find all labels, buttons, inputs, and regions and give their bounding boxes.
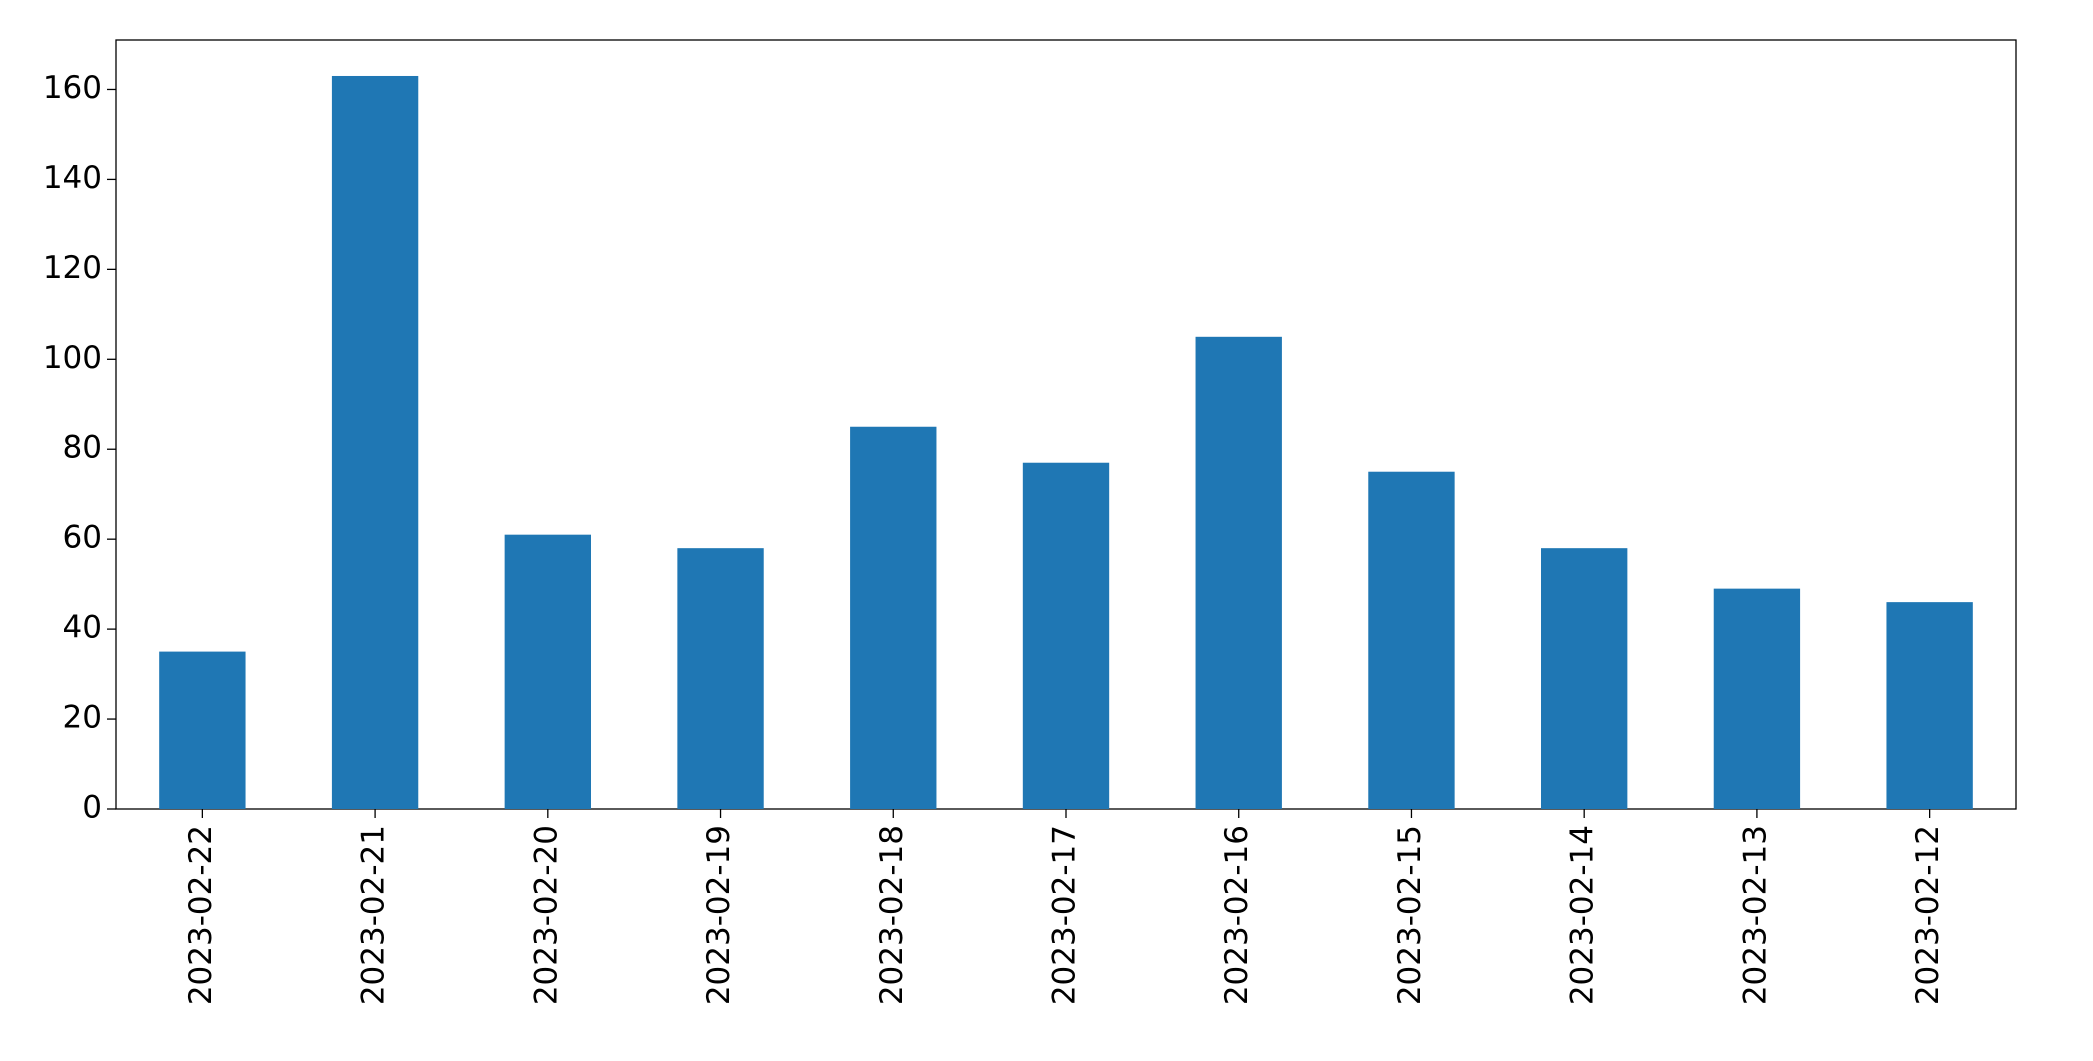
- bar: [1195, 336, 1282, 809]
- x-tick-label: 2023-02-19: [701, 825, 737, 1005]
- y-tick-label: 0: [82, 790, 102, 826]
- x-tick-label: 2023-02-14: [1565, 825, 1601, 1005]
- x-tick-label: 2023-02-12: [1910, 825, 1946, 1005]
- bar: [1541, 548, 1628, 809]
- x-tick-label: 2023-02-22: [183, 825, 219, 1005]
- bar: [504, 534, 591, 809]
- bar: [1713, 588, 1801, 809]
- bar: [159, 651, 246, 809]
- x-tick-label: 2023-02-15: [1392, 825, 1428, 1005]
- x-tick-label: 2023-02-17: [1047, 825, 1083, 1005]
- y-tick-label: 160: [43, 70, 102, 106]
- x-tick-label: 2023-02-20: [528, 825, 564, 1005]
- y-tick-label: 20: [63, 700, 102, 736]
- y-tick-label: 140: [43, 160, 102, 196]
- x-tick-label: 2023-02-18: [874, 825, 910, 1005]
- x-tick-label: 2023-02-21: [356, 825, 392, 1005]
- bar: [677, 548, 764, 809]
- y-tick-label: 100: [43, 340, 102, 376]
- bar: [1368, 471, 1455, 809]
- y-tick-label: 80: [63, 430, 102, 466]
- y-tick-label: 120: [43, 250, 102, 286]
- bar: [1022, 462, 1110, 809]
- x-tick-label: 2023-02-16: [1219, 825, 1255, 1005]
- bar: [1886, 602, 1973, 809]
- bar: [331, 75, 419, 809]
- bar: [850, 426, 937, 809]
- x-tick-label: 2023-02-13: [1737, 825, 1773, 1005]
- y-tick-label: 40: [63, 610, 102, 646]
- y-tick-label: 60: [63, 520, 102, 556]
